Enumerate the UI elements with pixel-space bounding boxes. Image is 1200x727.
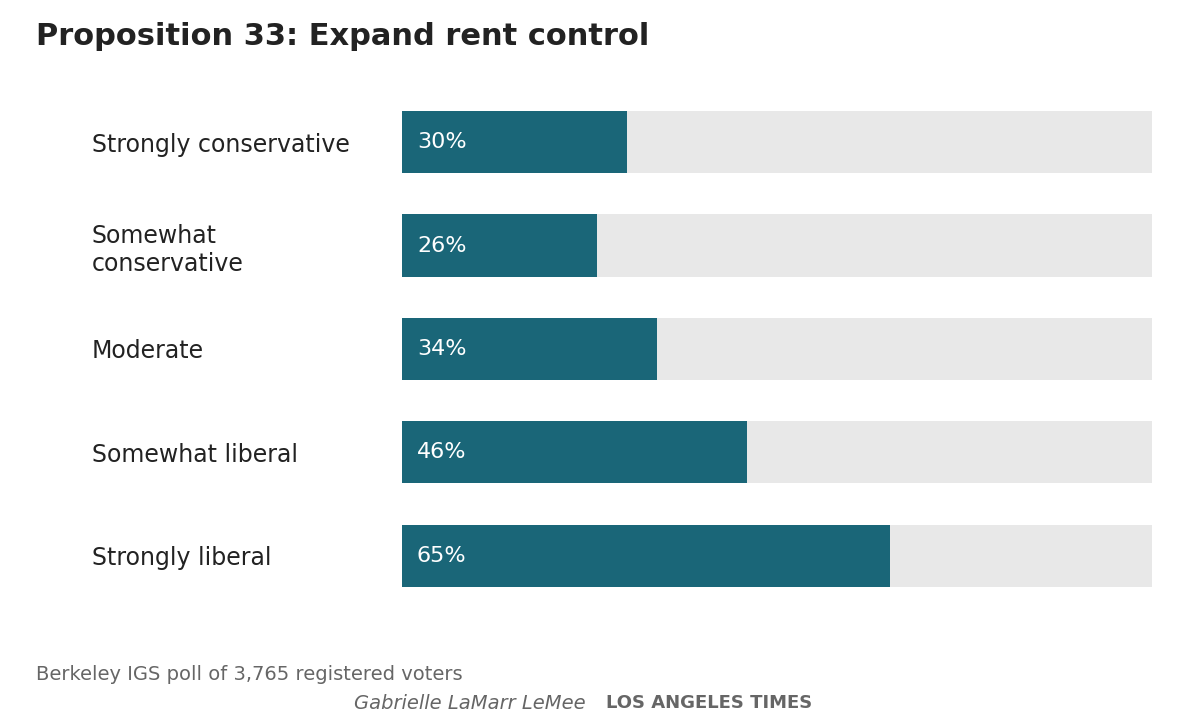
Bar [402,214,598,276]
Text: 26%: 26% [418,236,467,255]
Bar [402,422,746,483]
Bar [402,318,658,380]
Bar [402,422,1152,483]
Text: LOS ANGELES TIMES: LOS ANGELES TIMES [606,694,812,712]
Text: Gabrielle LaMarr LeMee: Gabrielle LaMarr LeMee [354,694,586,713]
Bar [402,525,889,587]
Text: Proposition 33: Expand rent control: Proposition 33: Expand rent control [36,22,649,51]
Bar [402,214,1152,276]
Text: 65%: 65% [418,546,467,566]
Text: 34%: 34% [418,339,467,359]
Bar [402,318,1152,380]
Bar [402,111,1152,173]
Bar [402,111,628,173]
Text: Berkeley IGS poll of 3,765 registered voters: Berkeley IGS poll of 3,765 registered vo… [36,665,463,684]
Bar [402,525,1152,587]
Text: 30%: 30% [418,132,467,152]
Text: 46%: 46% [418,443,467,462]
